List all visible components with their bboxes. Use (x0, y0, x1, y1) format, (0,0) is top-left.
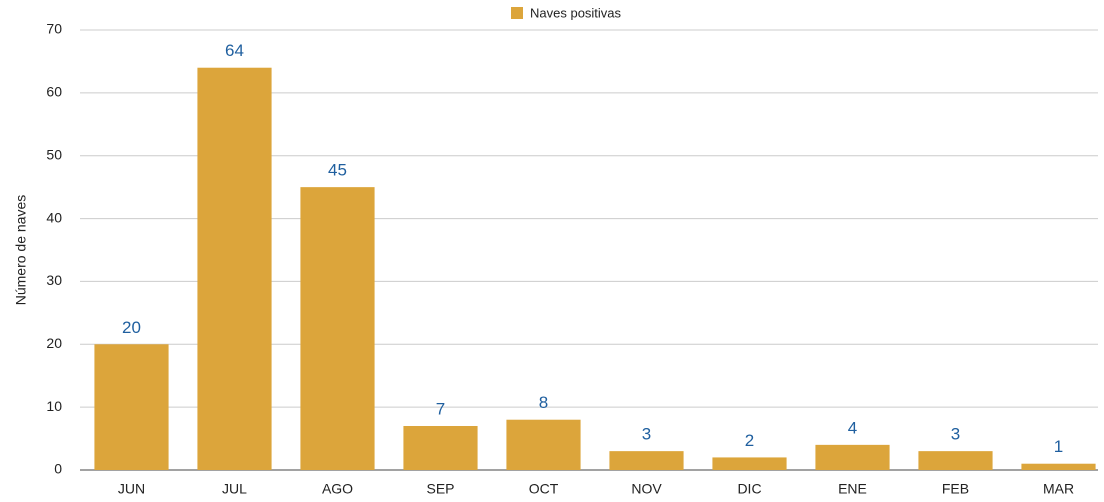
y-tick-label: 60 (46, 84, 62, 100)
bar (94, 344, 169, 470)
x-tick-label: AGO (322, 481, 353, 497)
y-tick-label: 40 (46, 209, 62, 225)
x-tick-label: MAR (1043, 481, 1074, 497)
x-tick-label: SEP (426, 481, 454, 497)
y-tick-label: 70 (46, 21, 62, 37)
x-tick-label: NOV (631, 481, 662, 497)
value-label: 64 (225, 41, 244, 60)
x-tick-label: DIC (737, 481, 761, 497)
bar (197, 67, 272, 470)
y-axis-label: Número de naves (13, 195, 29, 306)
bar (815, 444, 890, 470)
legend-label: Naves positivas (530, 5, 622, 20)
y-tick-label: 0 (54, 461, 62, 477)
value-label: 8 (539, 393, 548, 412)
bar (403, 426, 478, 470)
y-tick-label: 20 (46, 335, 62, 351)
x-tick-label: JUN (118, 481, 145, 497)
bar (506, 419, 581, 470)
x-tick-label: FEB (942, 481, 969, 497)
bar (712, 457, 787, 470)
value-label: 3 (642, 425, 651, 444)
value-label: 4 (848, 418, 857, 437)
value-label: 20 (122, 318, 141, 337)
bar (609, 451, 684, 470)
x-tick-label: OCT (529, 481, 559, 497)
bar (1021, 463, 1096, 470)
value-label: 3 (951, 425, 960, 444)
x-tick-label: ENE (838, 481, 867, 497)
y-tick-label: 30 (46, 272, 62, 288)
x-tick-label: JUL (222, 481, 247, 497)
bar (300, 187, 375, 470)
value-label: 45 (328, 161, 347, 180)
value-label: 1 (1054, 437, 1063, 456)
value-label: 7 (436, 399, 445, 418)
bar (918, 451, 993, 470)
y-tick-label: 10 (46, 398, 62, 414)
legend-swatch (511, 7, 523, 19)
value-label: 2 (745, 431, 754, 450)
y-tick-label: 50 (46, 146, 62, 162)
